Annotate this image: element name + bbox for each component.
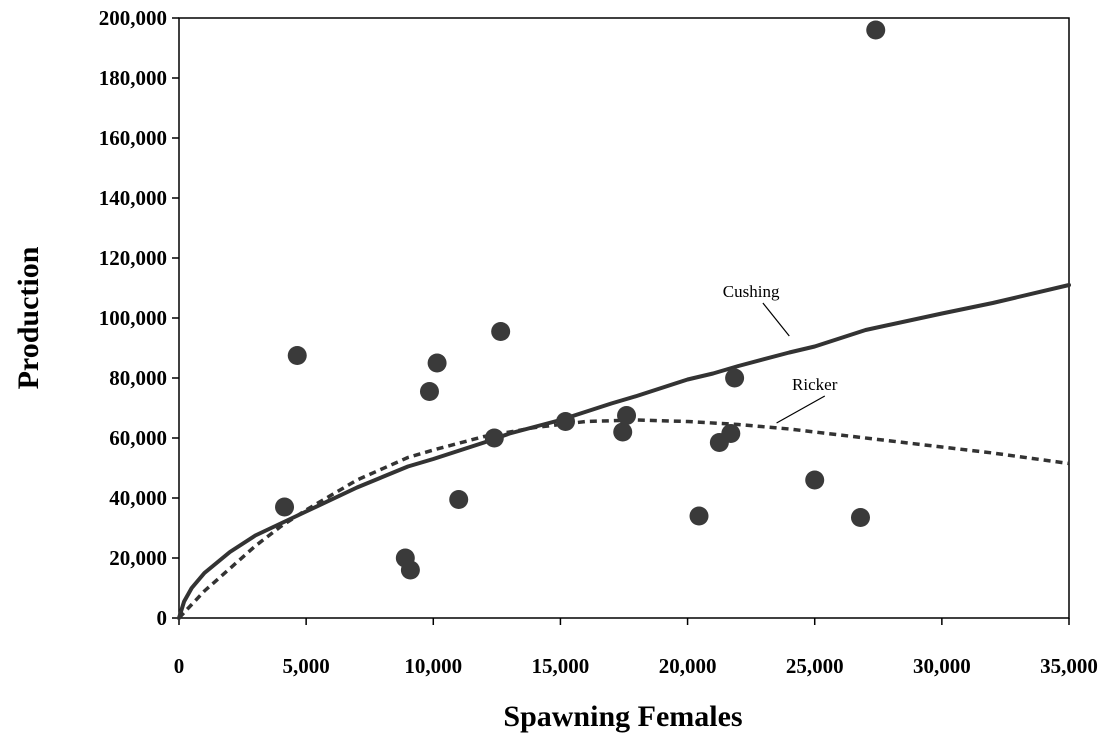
annotation-cushing: Cushing (723, 282, 780, 301)
data-point (491, 322, 511, 341)
y-tick-label: 140,000 (99, 186, 167, 210)
x-tick-label: 0 (174, 654, 185, 678)
y-tick-label: 40,000 (109, 486, 167, 510)
data-point (400, 560, 420, 580)
y-tick-label: 20,000 (109, 546, 167, 570)
annotation-ricker: Ricker (792, 375, 838, 394)
x-axis-title: Spawning Females (503, 700, 742, 733)
curve-cushing (177, 283, 1071, 620)
x-tick-label: 10,000 (404, 654, 462, 678)
y-tick-label: 100,000 (99, 306, 167, 330)
y-tick-label: 80,000 (109, 366, 167, 390)
data-point (556, 412, 576, 431)
data-point (613, 422, 633, 442)
y-tick-label: 0 (157, 606, 168, 630)
data-point (721, 424, 741, 443)
data-point (725, 368, 745, 388)
x-tick-label: 15,000 (532, 654, 590, 678)
x-tick-label: 35,000 (1040, 654, 1098, 678)
x-tick-label: 5,000 (283, 654, 330, 678)
y-tick-label: 200,000 (99, 6, 167, 30)
data-point (689, 506, 709, 526)
y-tick-label: 60,000 (109, 426, 167, 450)
plot-area: 0 20,000 40,000 60,000 80,000 100,000 120,000 1… (99, 6, 1098, 678)
curve-ricker (177, 418, 1070, 620)
data-point (617, 406, 637, 425)
x-tick-label: 20,000 (659, 654, 717, 678)
annotation-leader-line (776, 395, 826, 424)
y-tick-label: 120,000 (99, 246, 167, 270)
data-point (427, 353, 447, 373)
data-point (419, 382, 439, 401)
data-point (850, 508, 870, 527)
data-point (287, 346, 307, 365)
annotation-leader-line (762, 302, 790, 337)
data-point (805, 470, 825, 490)
y-tick-label: 180,000 (99, 66, 167, 90)
plot-frame (178, 17, 1070, 619)
data-point (866, 20, 886, 40)
data-point (484, 428, 504, 448)
y-tick-label: 160,000 (99, 126, 167, 150)
data-point (449, 490, 469, 509)
y-axis-title: Production (12, 246, 45, 389)
x-tick-label: 25,000 (786, 654, 844, 678)
data-point (275, 497, 295, 517)
x-tick-label: 30,000 (913, 654, 971, 678)
